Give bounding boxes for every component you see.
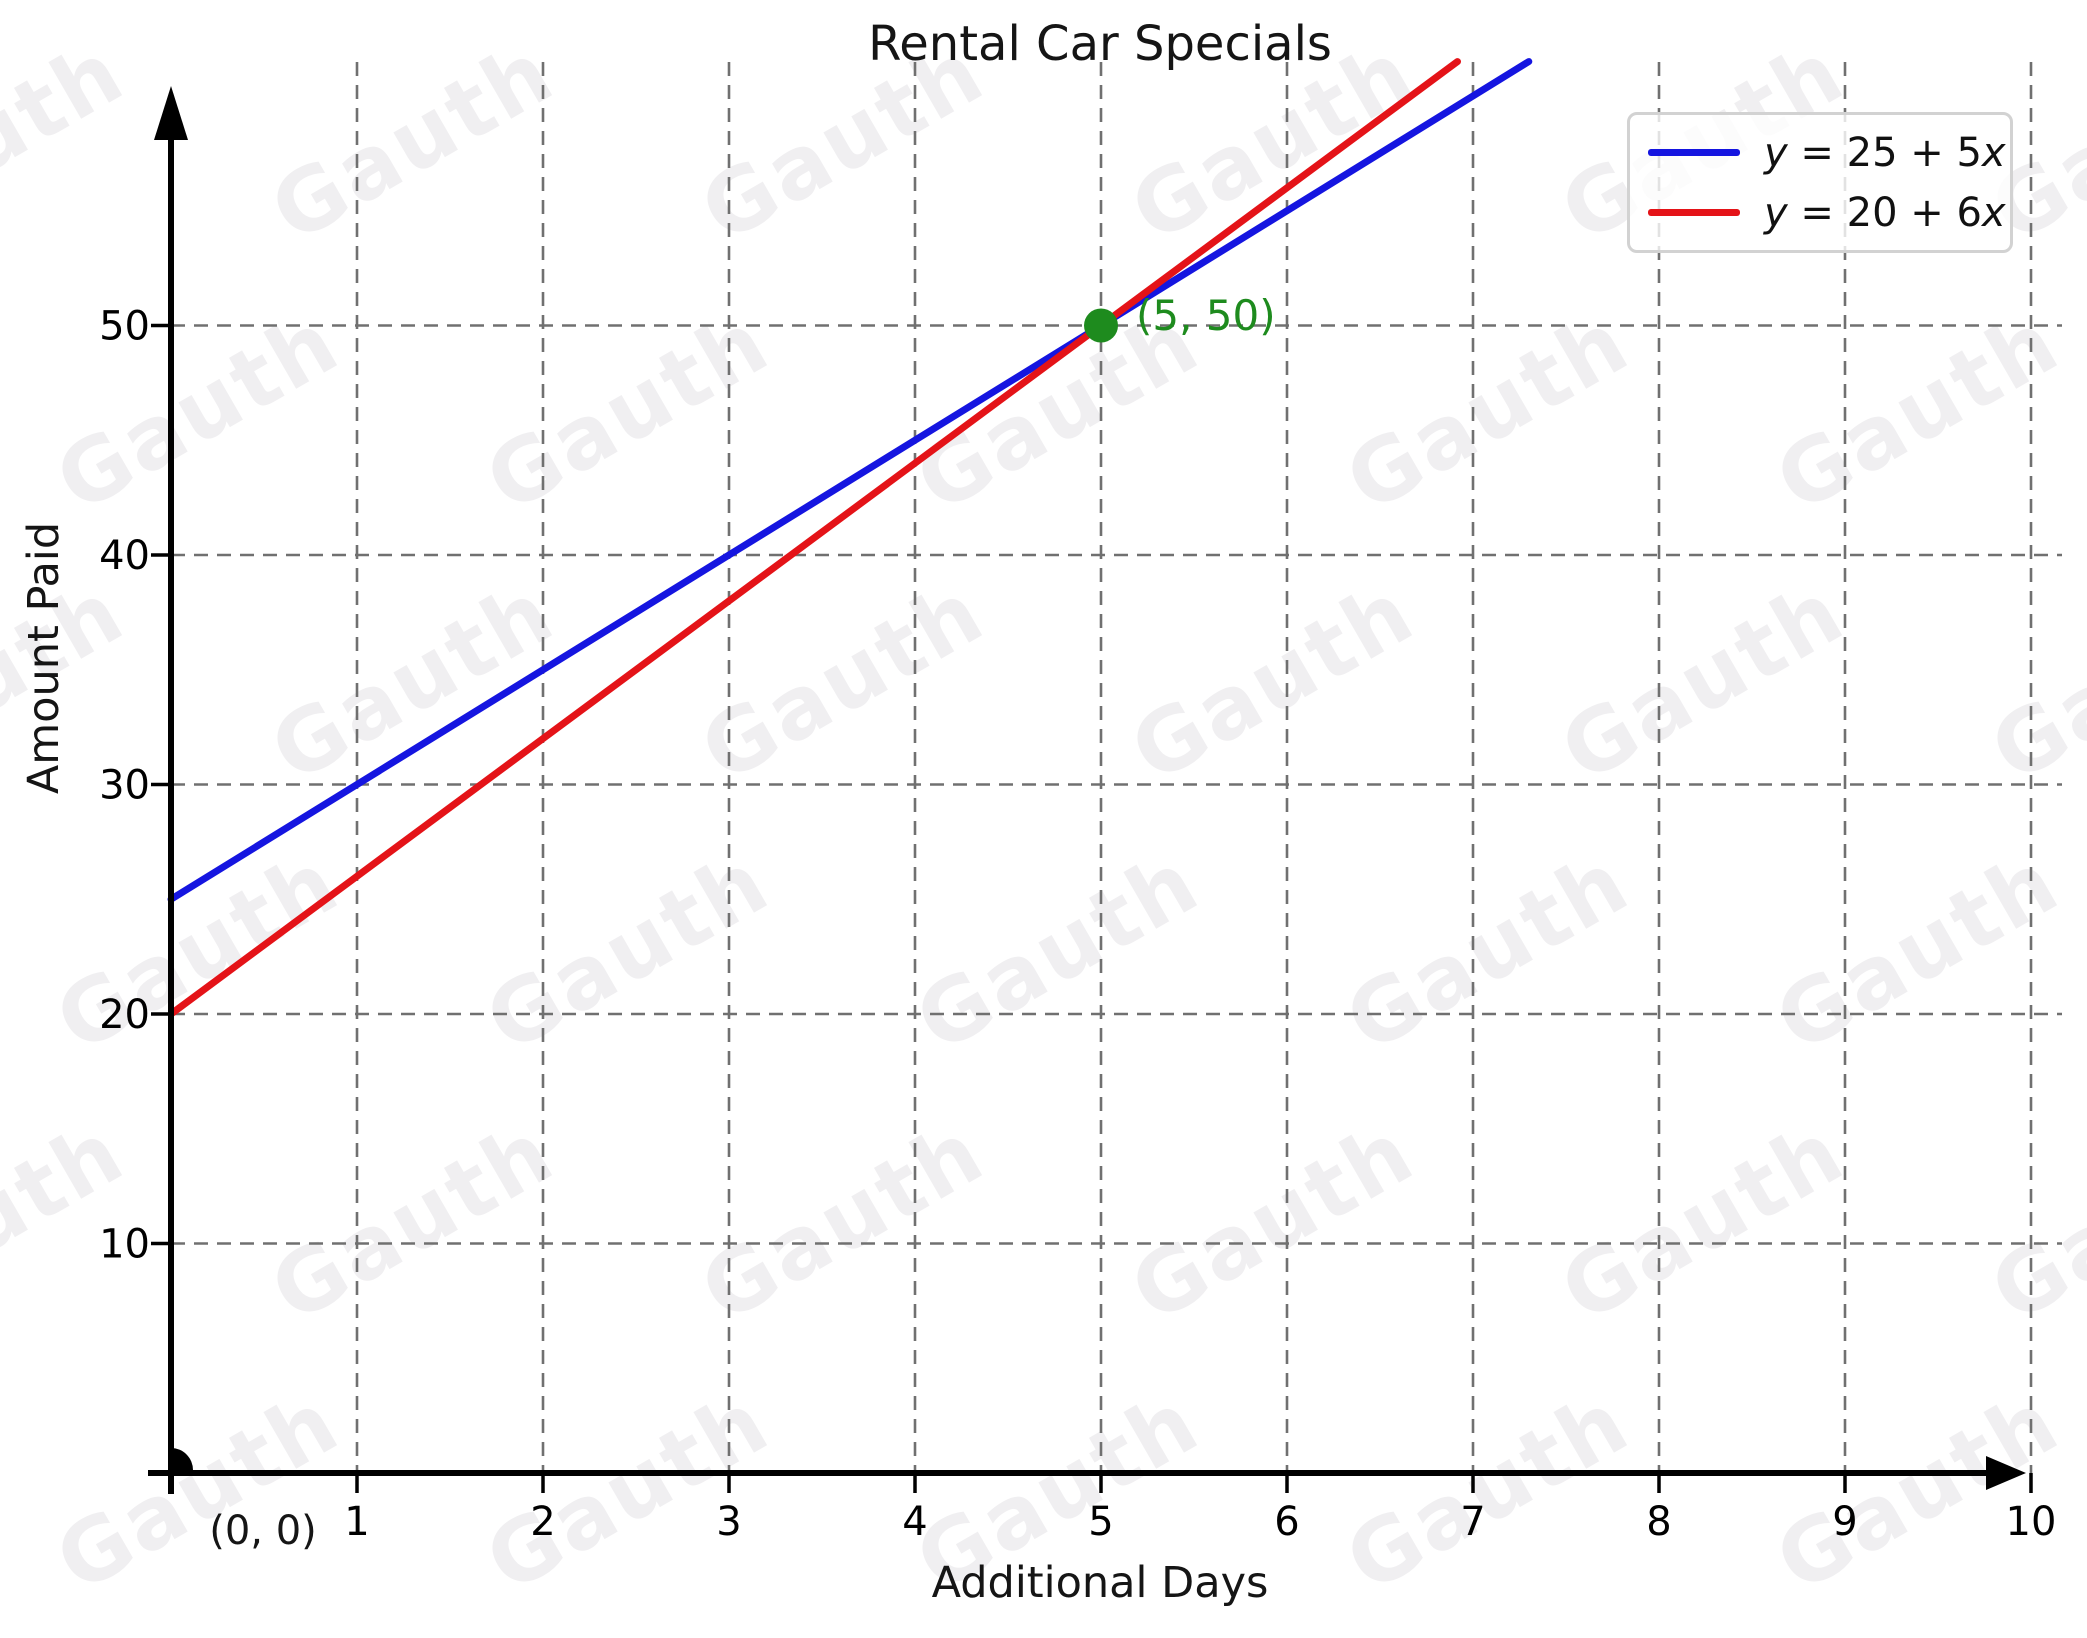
x-axis-label: Additional Days xyxy=(931,1558,1269,1608)
intersection-dot xyxy=(1084,308,1118,343)
legend-label-0: y = 25 + 5x xyxy=(1764,129,2006,176)
x-tick-label-2: 2 xyxy=(530,1499,555,1545)
origin-label: (0, 0) xyxy=(209,1508,317,1554)
legend-line-sample-1 xyxy=(1648,209,1740,216)
series-line-0 xyxy=(167,58,1533,903)
y-tick-label-50: 50 xyxy=(99,304,150,350)
legend-line-sample-0 xyxy=(1648,149,1740,156)
legend-label-1: y = 20 + 6x xyxy=(1764,189,2006,236)
x-tick-label-3: 3 xyxy=(716,1499,741,1545)
x-tick-label-8: 8 xyxy=(1646,1499,1671,1545)
x-tick-label-7: 7 xyxy=(1460,1499,1485,1545)
x-axis-arrow xyxy=(1986,1456,2026,1490)
x-tick-label-1: 1 xyxy=(344,1499,369,1545)
origin-corner xyxy=(171,1448,193,1470)
legend-item-1: y = 20 + 6x xyxy=(1648,190,2010,236)
y-tick-label-20: 20 xyxy=(99,992,150,1038)
x-tick-label-6: 6 xyxy=(1274,1499,1299,1545)
chart-title: Rental Car Specials xyxy=(868,16,1332,72)
x-tick-label-10: 10 xyxy=(2006,1499,2057,1545)
y-tick-label-10: 10 xyxy=(99,1222,150,1268)
y-axis-arrow xyxy=(154,86,188,140)
x-tick-label-4: 4 xyxy=(902,1499,927,1545)
y-tick-label-40: 40 xyxy=(99,533,150,579)
y-tick-label-30: 30 xyxy=(99,763,150,809)
series-line-1 xyxy=(167,58,1461,1018)
x-tick-label-9: 9 xyxy=(1832,1499,1857,1545)
legend-box: y = 25 + 5x y = 20 + 6x xyxy=(1627,112,2013,253)
x-tick-label-5: 5 xyxy=(1088,1499,1113,1545)
legend-item-0: y = 25 + 5x xyxy=(1648,130,2010,176)
y-axis-label: Amount Paid xyxy=(19,521,69,795)
intersection-label: (5, 50) xyxy=(1136,291,1276,340)
